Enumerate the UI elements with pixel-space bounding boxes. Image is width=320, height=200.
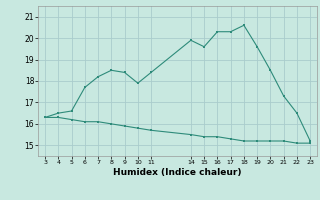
X-axis label: Humidex (Indice chaleur): Humidex (Indice chaleur) bbox=[113, 168, 242, 177]
